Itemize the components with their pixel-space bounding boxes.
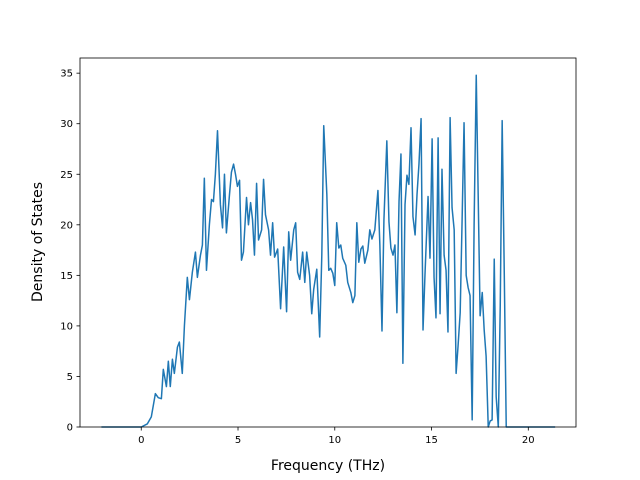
- y-tick-label: 35: [60, 69, 73, 80]
- x-tick-label: 20: [522, 435, 535, 446]
- y-axis-label: Density of States: [30, 182, 46, 302]
- y-tick-label: 10: [60, 321, 73, 332]
- y-tick-label: 25: [60, 170, 73, 181]
- x-tick-label: 15: [425, 435, 438, 446]
- y-tick-label: 5: [67, 372, 73, 383]
- y-tick-label: 20: [60, 220, 73, 231]
- axes-frame: [79, 57, 577, 428]
- x-tick-label: 5: [235, 435, 241, 446]
- y-tick-label: 0: [67, 423, 73, 434]
- x-axis-label: Frequency (THz): [271, 458, 385, 474]
- y-tick-label: 30: [60, 119, 73, 130]
- data-line: [101, 74, 556, 428]
- y-tick-label: 15: [60, 271, 73, 282]
- x-tick-label: 0: [138, 435, 144, 446]
- x-tick-label: 10: [328, 435, 341, 446]
